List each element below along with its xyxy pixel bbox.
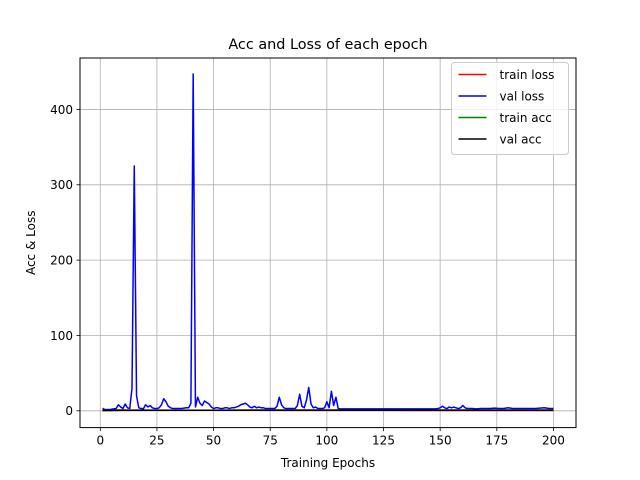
legend: train loss val loss train acc val acc bbox=[451, 62, 569, 155]
x-tick-label: 50 bbox=[206, 434, 221, 448]
series-line-val-loss bbox=[102, 73, 554, 411]
legend-label-train-loss: train loss bbox=[500, 68, 555, 82]
legend-label-val-acc: val acc bbox=[500, 132, 542, 146]
y-tick-label: 400 bbox=[50, 103, 73, 117]
y-tick-label: 300 bbox=[50, 178, 73, 192]
x-tick-label: 150 bbox=[429, 434, 452, 448]
data-series bbox=[102, 73, 554, 412]
y-tick-label: 0 bbox=[65, 404, 73, 418]
x-tick-label: 175 bbox=[485, 434, 508, 448]
x-tick-label: 100 bbox=[315, 434, 338, 448]
x-tick-label: 200 bbox=[542, 434, 565, 448]
y-axis-label: Acc & Loss bbox=[24, 211, 38, 275]
plot-frame bbox=[79, 57, 577, 429]
legend-label-train-acc: train acc bbox=[500, 111, 552, 125]
axis-ticks: 0 25 50 75 100 125 150 175 200 0 100 200 300 400 bbox=[50, 103, 565, 448]
legend-box bbox=[451, 62, 569, 155]
y-tick-label: 100 bbox=[50, 329, 73, 343]
grid-lines bbox=[80, 58, 576, 428]
x-axis-label: Training Epochs bbox=[280, 456, 375, 470]
x-tick-label: 125 bbox=[372, 434, 395, 448]
y-tick-label: 200 bbox=[50, 253, 73, 267]
x-tick-label: 25 bbox=[149, 434, 164, 448]
x-tick-label: 0 bbox=[96, 434, 104, 448]
legend-label-val-loss: val loss bbox=[500, 89, 545, 103]
chart-title: Acc and Loss of each epoch bbox=[228, 37, 427, 53]
x-tick-label: 75 bbox=[263, 434, 278, 448]
